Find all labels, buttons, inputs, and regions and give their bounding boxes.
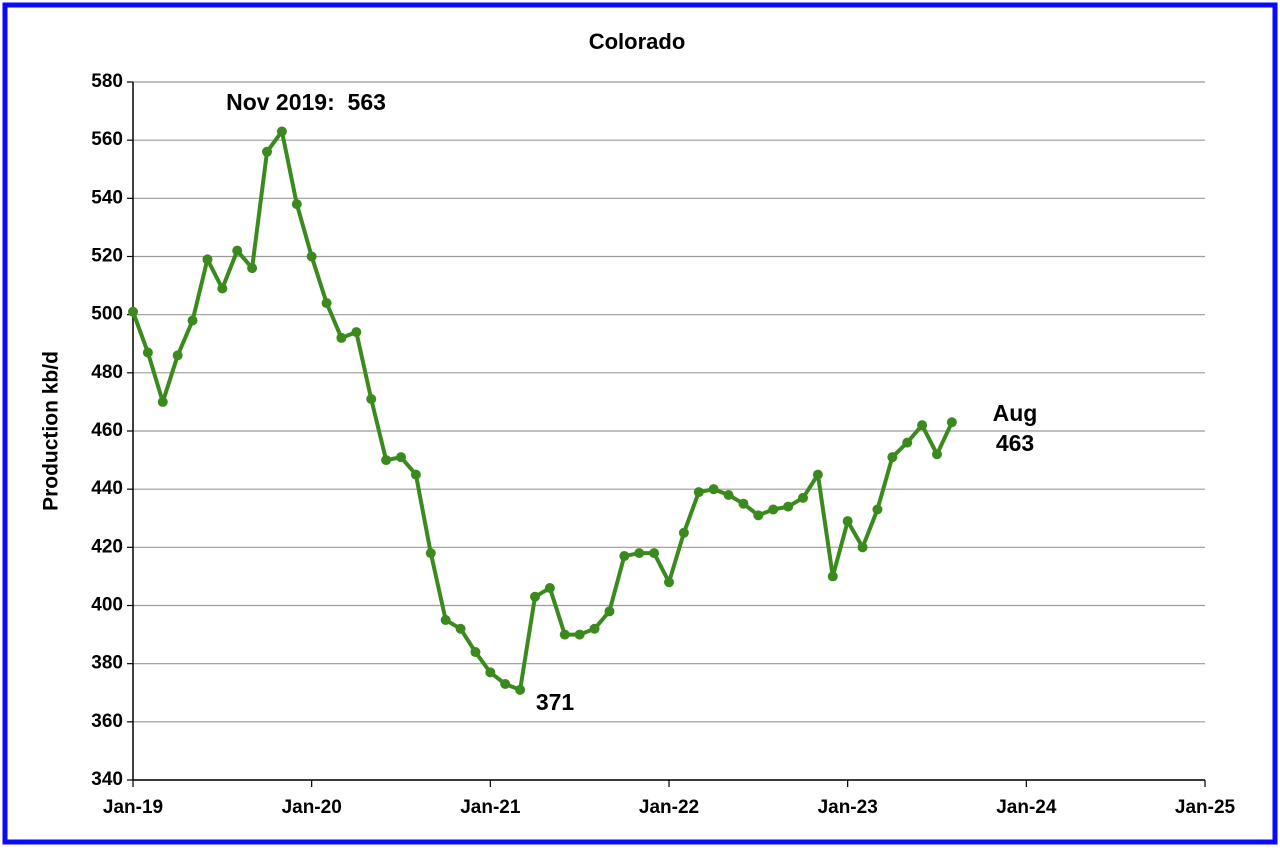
data-point: [589, 623, 600, 634]
data-point: [321, 298, 332, 309]
y-tick-label: 380: [91, 653, 123, 674]
y-tick-label: 480: [91, 362, 123, 383]
data-point: [232, 245, 243, 256]
data-point: [798, 492, 808, 503]
data-point: [515, 684, 526, 695]
data-point: [917, 420, 928, 431]
y-tick-label: 580: [91, 71, 123, 92]
data-point: [768, 504, 779, 515]
data-point: [202, 254, 213, 265]
data-point: [425, 548, 436, 559]
data-point: [440, 615, 451, 626]
data-point: [842, 516, 853, 527]
data-point: [559, 629, 570, 640]
x-tick-label: Jan-20: [282, 797, 342, 818]
x-tick-label: Jan-22: [639, 797, 699, 818]
x-tick-label: Jan-21: [460, 797, 521, 818]
data-point: [455, 623, 466, 634]
data-point: [306, 251, 317, 262]
y-tick-label: 500: [91, 304, 123, 325]
annotation: 463: [996, 430, 1034, 456]
data-point: [693, 487, 704, 498]
data-point: [276, 126, 287, 137]
data-point: [887, 452, 898, 463]
data-point: [634, 548, 645, 559]
y-tick-label: 400: [91, 595, 123, 616]
data-point: [128, 306, 138, 317]
data-point: [381, 455, 392, 466]
chart-title: Colorado: [589, 29, 686, 54]
y-tick-label: 460: [91, 420, 123, 441]
data-point: [157, 396, 168, 407]
annotation: 371: [536, 689, 575, 715]
y-tick-label: 520: [91, 246, 123, 267]
data-point: [485, 667, 496, 678]
data-point: [351, 327, 362, 338]
y-tick-label: 540: [91, 187, 123, 208]
data-point: [410, 469, 421, 480]
y-tick-label: 560: [91, 129, 123, 150]
data-point: [812, 469, 823, 480]
data-point: [664, 577, 674, 588]
data-point: [619, 551, 630, 562]
data-point: [247, 263, 258, 274]
data-point: [366, 394, 377, 405]
data-point: [262, 146, 272, 157]
y-tick-label: 360: [91, 711, 123, 732]
x-tick-label: Jan-23: [818, 797, 878, 818]
data-point: [723, 489, 734, 500]
data-point: [142, 347, 153, 358]
data-point: [217, 283, 228, 294]
data-point: [649, 548, 660, 559]
data-point: [172, 350, 183, 361]
data-point: [544, 583, 555, 594]
data-point: [708, 484, 719, 495]
data-point: [604, 606, 615, 617]
x-tick-label: Jan-25: [1175, 797, 1236, 818]
data-point: [738, 498, 749, 509]
y-tick-label: 440: [91, 478, 123, 499]
x-tick-label: Jan-24: [996, 797, 1057, 818]
data-point: [530, 591, 540, 602]
data-point: [827, 571, 838, 582]
annotation: Aug: [993, 400, 1038, 426]
y-tick-label: 420: [91, 536, 123, 557]
data-point: [336, 332, 347, 343]
data-point: [932, 449, 942, 460]
data-point: [187, 315, 198, 326]
data-point: [396, 452, 406, 463]
data-point: [291, 199, 302, 210]
data-point: [500, 679, 511, 690]
data-point: [574, 629, 585, 640]
data-point: [783, 501, 794, 512]
data-point: [857, 542, 868, 553]
data-point: [946, 417, 957, 428]
data-point: [678, 527, 689, 538]
y-axis-label: Production kb/d: [40, 351, 63, 511]
y-tick-label: 340: [91, 769, 123, 790]
data-point: [902, 437, 913, 448]
data-point: [753, 510, 764, 521]
data-point: [872, 504, 883, 515]
annotation: Nov 2019: 563: [226, 89, 386, 115]
data-point: [470, 647, 481, 658]
x-tick-label: Jan-19: [103, 797, 163, 818]
